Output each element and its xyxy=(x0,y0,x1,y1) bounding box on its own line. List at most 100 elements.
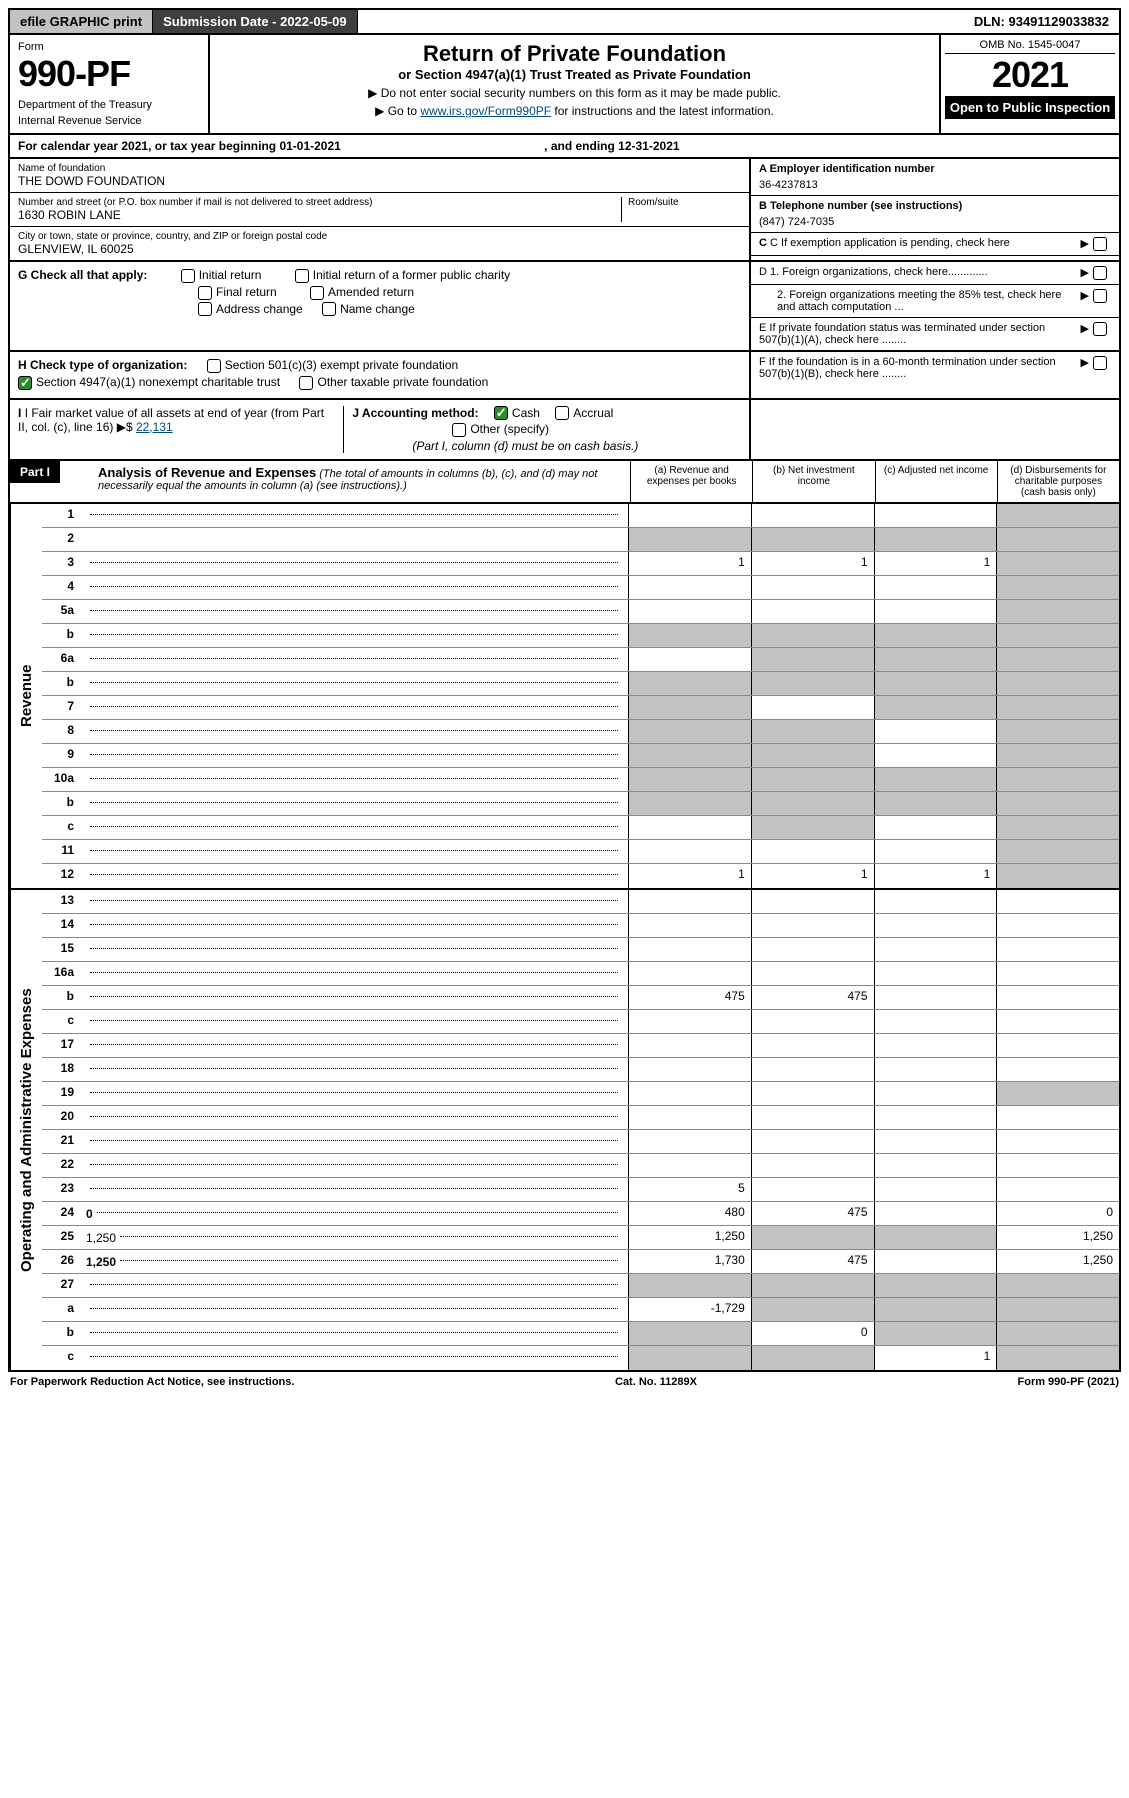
footer-left: For Paperwork Reduction Act Notice, see … xyxy=(10,1376,294,1388)
ein-cell: A Employer identification number 36-4237… xyxy=(751,159,1119,196)
row-number: c xyxy=(42,816,80,839)
row-description: 1,250 xyxy=(80,1226,628,1249)
cell-a xyxy=(628,890,751,913)
table-row: 27 xyxy=(42,1274,1119,1298)
cell-b xyxy=(751,600,874,623)
form-header: Form 990-PF Department of the Treasury I… xyxy=(8,35,1121,135)
cell-b xyxy=(751,672,874,695)
irs-link[interactable]: www.irs.gov/Form990PF xyxy=(420,104,551,118)
check-other-method[interactable] xyxy=(452,423,466,437)
row-number: b xyxy=(42,624,80,647)
row-description: 1,250 xyxy=(80,1250,628,1273)
check-amended[interactable] xyxy=(310,286,324,300)
table-row: 251,2501,2501,250 xyxy=(42,1226,1119,1250)
cell-c xyxy=(874,1130,997,1153)
row-description xyxy=(80,840,628,863)
row-number: 13 xyxy=(42,890,80,913)
cell-d xyxy=(996,720,1119,743)
cell-a: 475 xyxy=(628,986,751,1009)
table-row: 17 xyxy=(42,1034,1119,1058)
cell-a xyxy=(628,962,751,985)
checkbox-c[interactable] xyxy=(1093,237,1107,251)
row-description xyxy=(80,986,628,1009)
table-row: 8 xyxy=(42,720,1119,744)
checkbox-f[interactable] xyxy=(1093,356,1107,370)
row-number: 9 xyxy=(42,744,80,767)
cell-d xyxy=(996,696,1119,719)
cell-b xyxy=(751,1178,874,1201)
check-final[interactable] xyxy=(198,286,212,300)
cell-d xyxy=(996,1274,1119,1297)
e-row: E If private foundation status was termi… xyxy=(751,318,1119,350)
cell-a xyxy=(628,1346,751,1370)
cell-d: 1,250 xyxy=(996,1226,1119,1249)
check-addr-change[interactable] xyxy=(198,302,212,316)
cell-b xyxy=(751,816,874,839)
checkbox-d1[interactable] xyxy=(1093,266,1107,280)
h-checks: H Check type of organization: Section 50… xyxy=(10,352,749,398)
cell-b: 475 xyxy=(751,1250,874,1273)
row-number: b xyxy=(42,1322,80,1345)
row-description xyxy=(80,1058,628,1081)
row-number: 17 xyxy=(42,1034,80,1057)
table-row: b475475 xyxy=(42,986,1119,1010)
efile-label[interactable]: efile GRAPHIC print xyxy=(10,10,153,33)
fmv-value[interactable]: 22,131 xyxy=(136,420,173,434)
table-row: 10a xyxy=(42,768,1119,792)
section-g: G Check all that apply: Initial return I… xyxy=(8,262,1121,352)
cell-d: 1,250 xyxy=(996,1250,1119,1273)
form-subtitle: or Section 4947(a)(1) Trust Treated as P… xyxy=(218,67,931,82)
row-number: c xyxy=(42,1346,80,1370)
foundation-info: Name of foundation THE DOWD FOUNDATION N… xyxy=(8,159,1121,262)
cell-b: 1 xyxy=(751,552,874,575)
cell-a xyxy=(628,1274,751,1297)
cell-d xyxy=(996,986,1119,1009)
check-accrual[interactable] xyxy=(555,406,569,420)
checkbox-e[interactable] xyxy=(1093,322,1107,336)
cell-a xyxy=(628,672,751,695)
row-description xyxy=(80,552,628,575)
table-row: 14 xyxy=(42,914,1119,938)
check-other-tax[interactable] xyxy=(299,376,313,390)
cell-b xyxy=(751,914,874,937)
cell-c xyxy=(874,744,997,767)
submission-date: Submission Date - 2022-05-09 xyxy=(153,10,358,33)
table-row: 9 xyxy=(42,744,1119,768)
check-4947[interactable] xyxy=(18,376,32,390)
check-501c3[interactable] xyxy=(207,359,221,373)
cell-b xyxy=(751,890,874,913)
form-note-1: ▶ Do not enter social security numbers o… xyxy=(218,86,931,100)
cell-a xyxy=(628,1010,751,1033)
row-description xyxy=(80,962,628,985)
cell-c xyxy=(874,672,997,695)
table-row: a-1,729 xyxy=(42,1298,1119,1322)
cell-c xyxy=(874,696,997,719)
section-h: H Check type of organization: Section 50… xyxy=(8,352,1121,400)
cell-a xyxy=(628,696,751,719)
cell-d: 0 xyxy=(996,1202,1119,1225)
expenses-vert-label: Operating and Administrative Expenses xyxy=(10,890,42,1370)
open-public: Open to Public Inspection xyxy=(945,96,1115,119)
check-cash[interactable] xyxy=(494,406,508,420)
cell-b: 0 xyxy=(751,1322,874,1345)
room-label: Room/suite xyxy=(628,197,741,208)
cell-b xyxy=(751,576,874,599)
form-title: Return of Private Foundation xyxy=(218,41,931,67)
cell-d xyxy=(996,1346,1119,1370)
col-a-head: (a) Revenue and expenses per books xyxy=(630,461,752,502)
row-number: 20 xyxy=(42,1106,80,1129)
cell-b: 475 xyxy=(751,1202,874,1225)
cell-d xyxy=(996,552,1119,575)
check-name-change[interactable] xyxy=(322,302,336,316)
ein-value: 36-4237813 xyxy=(759,179,1111,191)
exemption-pending: C C If exemption application is pending,… xyxy=(751,233,1119,256)
table-row: b xyxy=(42,624,1119,648)
col-d-head: (d) Disbursements for charitable purpose… xyxy=(997,461,1119,502)
check-initial[interactable] xyxy=(181,269,195,283)
cell-c xyxy=(874,720,997,743)
cell-d xyxy=(996,768,1119,791)
cell-c xyxy=(874,1322,997,1345)
checkbox-d2[interactable] xyxy=(1093,289,1107,303)
check-initial-former[interactable] xyxy=(295,269,309,283)
city-cell: City or town, state or province, country… xyxy=(10,227,749,260)
